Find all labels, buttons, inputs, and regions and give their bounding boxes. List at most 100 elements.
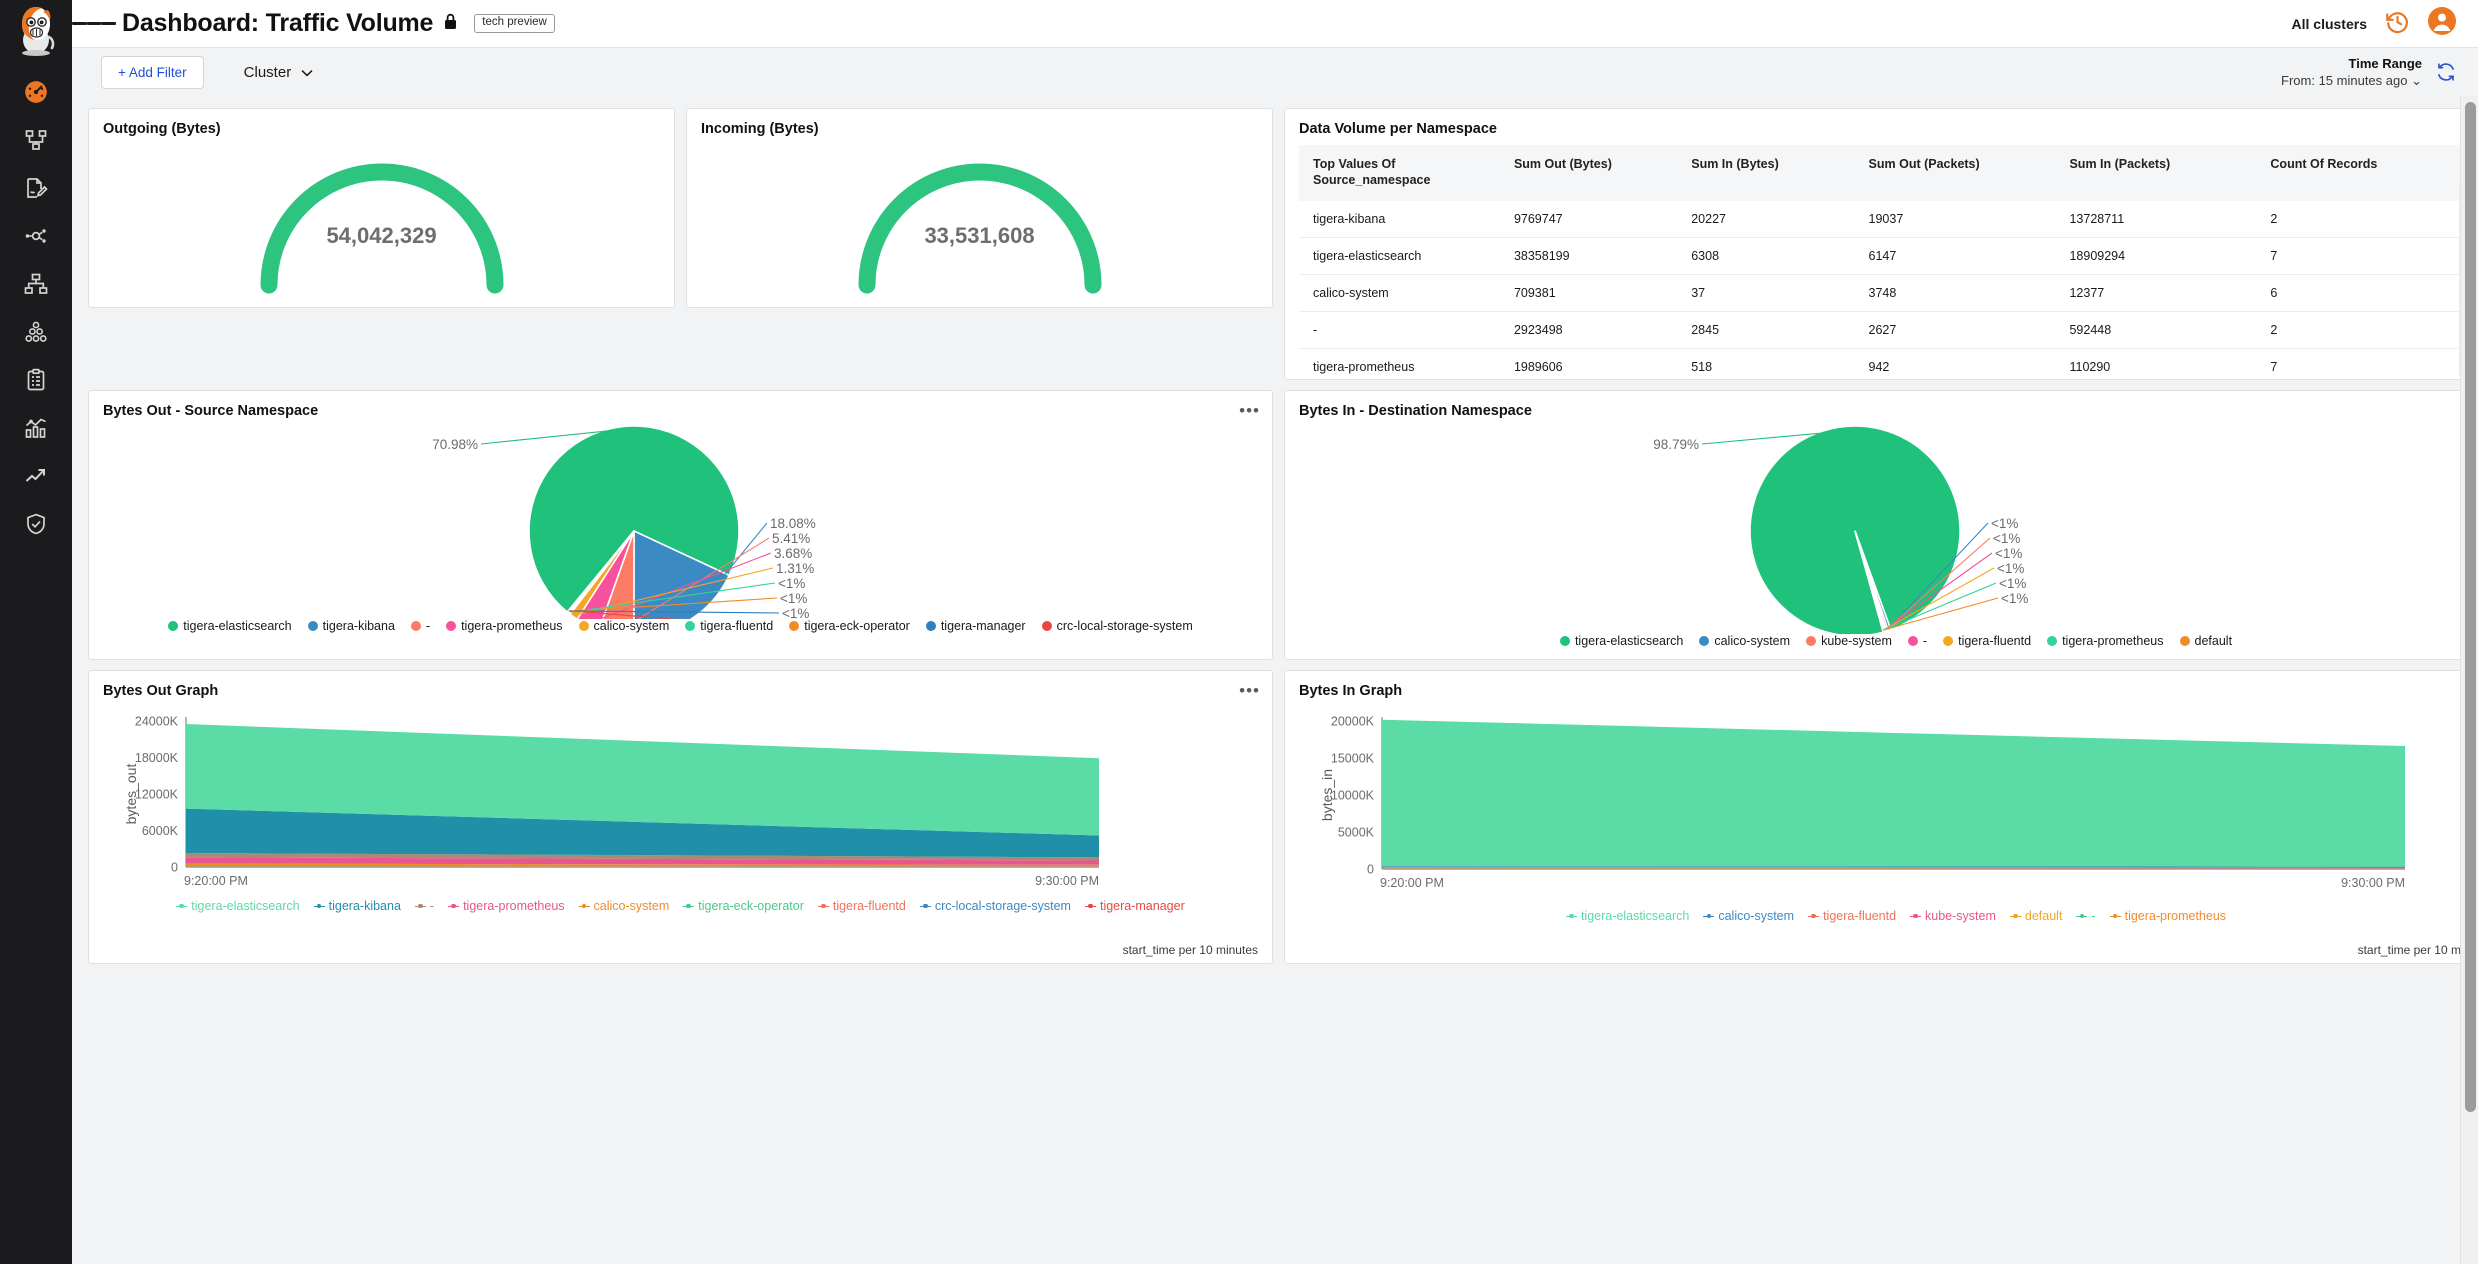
legend-item[interactable]: calico-system xyxy=(1699,634,1790,648)
sidebar-item-endpoints[interactable] xyxy=(0,308,72,356)
legend-label: tigera-kibana xyxy=(328,899,401,913)
legend-item[interactable]: tigera-elasticsearch xyxy=(1559,634,1683,648)
sidebar-item-dashboard[interactable] xyxy=(0,68,72,116)
legend-item[interactable]: - xyxy=(1907,634,1928,648)
area-series[interactable] xyxy=(1382,719,2405,867)
legend-item[interactable]: kube-system xyxy=(1806,634,1892,648)
sidebar-item-compliance[interactable] xyxy=(0,500,72,548)
legend-item[interactable]: - xyxy=(410,619,430,633)
legend-item[interactable]: tigera-fluentd xyxy=(1808,909,1896,923)
sidebar-item-policies[interactable] xyxy=(0,116,72,164)
pie-slice[interactable] xyxy=(528,425,740,614)
pie-slice[interactable] xyxy=(599,530,635,619)
legend-item[interactable]: tigera-prometheus xyxy=(446,619,563,633)
table-row[interactable]: tigera-elasticsearch 38358199 6308 6147 1890… xyxy=(1299,237,2478,275)
pie-leader-line xyxy=(1888,522,1989,629)
legend-item[interactable]: calico-system xyxy=(1703,909,1794,923)
legend-item[interactable]: tigera-elasticsearch xyxy=(168,619,292,633)
legend-item[interactable]: tigera-manager xyxy=(1084,899,1185,913)
legend-item[interactable]: tigera-prometheus xyxy=(448,899,565,913)
pie-slice[interactable] xyxy=(1854,530,1885,634)
legend-item[interactable]: crc-local-storage-system xyxy=(1041,619,1193,633)
table-row[interactable]: tigera-kibana 9769747 20227 19037 13728711 2 xyxy=(1299,201,2478,238)
pie-slice[interactable] xyxy=(1749,425,1961,634)
app-logo[interactable] xyxy=(0,0,72,60)
area-series[interactable] xyxy=(186,808,1099,858)
table-row[interactable]: calico-system 709381 37 3748 12377 6 xyxy=(1299,274,2478,312)
legend-item[interactable]: tigera-eck-operator xyxy=(789,619,910,633)
area-series[interactable] xyxy=(186,724,1099,836)
legend-item[interactable]: tigera-fluentd xyxy=(1943,634,2031,648)
pie-slice-label: <1% xyxy=(1995,546,2022,561)
x-axis-tick-label: 9:30:00 PM xyxy=(1035,874,1099,888)
table-column-header[interactable]: Sum Out (Packets) xyxy=(1854,145,2056,202)
pie-leader-line xyxy=(570,582,776,613)
legend-item[interactable]: tigera-elasticsearch xyxy=(1565,909,1689,923)
page-scrollbar-thumb[interactable] xyxy=(2465,102,2476,1112)
sidebar-item-policy-editor[interactable] xyxy=(0,164,72,212)
legend-item[interactable]: tigera-prometheus xyxy=(2047,634,2164,648)
table-column-header[interactable]: Sum In (Packets) xyxy=(2055,145,2257,202)
legend-marker xyxy=(919,903,931,910)
legend-marker xyxy=(683,903,695,910)
legend-item[interactable]: tigera-manager xyxy=(925,619,1026,633)
legend-item[interactable]: calico-system xyxy=(578,899,669,913)
legend-item[interactable]: - xyxy=(2076,909,2096,923)
legend-label: - xyxy=(2091,909,2096,923)
table-column-header[interactable]: Sum Out (Bytes) xyxy=(1499,145,1678,202)
legend-item[interactable]: tigera-kibana xyxy=(307,619,395,633)
add-filter-button[interactable]: + Add Filter xyxy=(101,55,204,89)
legend-item[interactable]: default xyxy=(2179,634,2232,648)
table-column-header[interactable]: Sum In (Bytes) xyxy=(1677,145,1855,202)
area-series[interactable] xyxy=(1382,866,2405,868)
area-out-legend: tigera-elasticsearch tigera-kibana - tigera… xyxy=(89,899,1272,913)
page-scrollbar[interactable] xyxy=(2460,96,2478,1264)
table-scroll-area[interactable]: Top Values Of Source_namespace Sum Out (By… xyxy=(1299,145,2478,375)
table-column-header[interactable]: Count Of Records xyxy=(2256,145,2478,202)
legend-label: - xyxy=(1922,634,1928,648)
pie-leader-line xyxy=(480,430,612,445)
table-row[interactable]: tigera-prometheus 1989606 518 942 110290 7 xyxy=(1299,348,2478,375)
table-cell: tigera-prometheus xyxy=(1299,348,1500,375)
legend-item[interactable]: tigera-kibana xyxy=(313,899,401,913)
avatar[interactable] xyxy=(2428,7,2456,40)
legend-item[interactable]: tigera-prometheus xyxy=(2109,909,2226,923)
panel-bytes-in-graph: Bytes In Graph ••• 05000K10000K15000K200… xyxy=(1284,670,2478,964)
legend-item[interactable]: tigera-fluentd xyxy=(685,619,773,633)
sidebar-item-nodes[interactable] xyxy=(0,260,72,308)
time-range-value[interactable]: From: 15 minutes ago ⌄ xyxy=(2281,73,2422,89)
pie-slice[interactable] xyxy=(566,530,635,614)
area-series[interactable] xyxy=(1382,867,2405,869)
sidebar-item-trends[interactable] xyxy=(0,452,72,500)
all-clusters-selector[interactable]: All clusters xyxy=(2291,15,2367,32)
area-series[interactable] xyxy=(186,853,1099,861)
time-range-label: Time Range xyxy=(2348,55,2422,71)
area-series[interactable] xyxy=(186,857,1099,865)
legend-item[interactable]: tigera-fluentd xyxy=(817,899,906,913)
table-column-header[interactable]: Top Values Of Source_namespace xyxy=(1299,145,1500,202)
pie-slice-label: 98.79% xyxy=(1653,437,1699,452)
refresh-button[interactable] xyxy=(2436,62,2478,82)
history-icon[interactable] xyxy=(2385,9,2410,39)
legend-item[interactable]: default xyxy=(2009,909,2062,923)
hamburger-menu-icon[interactable] xyxy=(72,0,117,48)
legend-item[interactable]: - xyxy=(414,899,434,913)
table-row[interactable]: -2923498 2845 2627 592448 2 xyxy=(1299,311,2478,349)
legend-item[interactable]: kube-system xyxy=(1910,909,1996,923)
area-series[interactable] xyxy=(186,863,1099,867)
legend-item[interactable]: tigera-eck-operator xyxy=(683,899,804,913)
panel-menu-icon[interactable]: ••• xyxy=(1239,401,1260,420)
legend-item[interactable]: crc-local-storage-system xyxy=(919,899,1071,913)
sidebar-item-service-graph[interactable] xyxy=(0,212,72,260)
area-series[interactable] xyxy=(186,866,1099,867)
cluster-dropdown[interactable]: Cluster xyxy=(244,64,314,81)
area-series[interactable] xyxy=(1382,867,2405,868)
legend-item[interactable]: tigera-elasticsearch xyxy=(176,899,300,913)
panel-menu-icon[interactable]: ••• xyxy=(1239,681,1260,700)
sidebar-item-logs[interactable] xyxy=(0,356,72,404)
pie-slice[interactable] xyxy=(576,530,635,619)
legend-label: tigera-fluentd xyxy=(1823,909,1897,923)
sidebar-item-metrics[interactable] xyxy=(0,404,72,452)
legend-item[interactable]: calico-system xyxy=(578,619,669,633)
pie-leader-line xyxy=(1883,567,1995,631)
